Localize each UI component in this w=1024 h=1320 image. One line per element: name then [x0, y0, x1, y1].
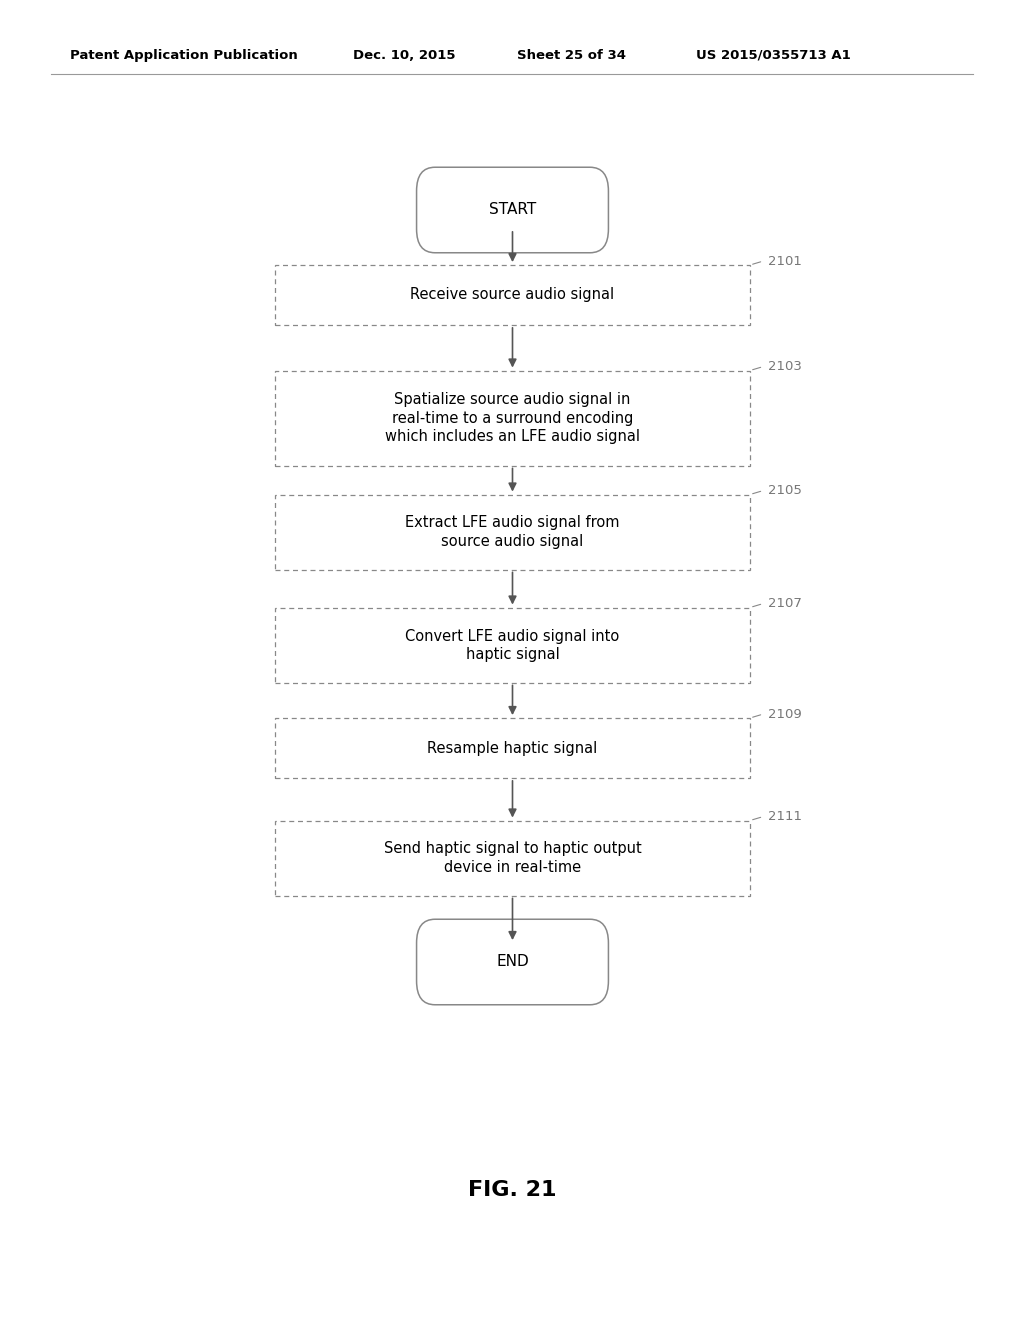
FancyBboxPatch shape [417, 168, 608, 252]
Text: 2109: 2109 [768, 708, 802, 721]
Text: which includes an LFE audio signal: which includes an LFE audio signal [385, 429, 640, 444]
FancyBboxPatch shape [417, 919, 608, 1005]
Text: Extract LFE audio signal from: Extract LFE audio signal from [406, 516, 620, 531]
FancyBboxPatch shape [275, 821, 750, 895]
Text: Patent Application Publication: Patent Application Publication [70, 49, 297, 62]
Text: source audio signal: source audio signal [441, 533, 584, 549]
FancyBboxPatch shape [275, 265, 750, 325]
FancyBboxPatch shape [275, 371, 750, 466]
Text: 2111: 2111 [768, 810, 803, 824]
Text: FIG. 21: FIG. 21 [468, 1180, 557, 1200]
Text: END: END [496, 954, 528, 969]
FancyBboxPatch shape [275, 495, 750, 569]
Text: 2107: 2107 [768, 597, 803, 610]
Text: Resample haptic signal: Resample haptic signal [427, 741, 598, 755]
Text: 2103: 2103 [768, 360, 803, 374]
Text: START: START [488, 202, 537, 218]
Text: haptic signal: haptic signal [466, 647, 559, 661]
Text: 2101: 2101 [768, 255, 803, 268]
Text: Sheet 25 of 34: Sheet 25 of 34 [517, 49, 626, 62]
Text: Dec. 10, 2015: Dec. 10, 2015 [353, 49, 456, 62]
Text: real-time to a surround encoding: real-time to a surround encoding [392, 411, 633, 425]
Text: Convert LFE audio signal into: Convert LFE audio signal into [406, 628, 620, 644]
Text: US 2015/0355713 A1: US 2015/0355713 A1 [696, 49, 851, 62]
Text: device in real-time: device in real-time [444, 859, 581, 875]
FancyBboxPatch shape [275, 718, 750, 777]
Text: Send haptic signal to haptic output: Send haptic signal to haptic output [384, 842, 641, 857]
Text: Spatialize source audio signal in: Spatialize source audio signal in [394, 392, 631, 408]
Text: 2105: 2105 [768, 484, 803, 498]
FancyBboxPatch shape [275, 607, 750, 682]
Text: Receive source audio signal: Receive source audio signal [411, 288, 614, 302]
